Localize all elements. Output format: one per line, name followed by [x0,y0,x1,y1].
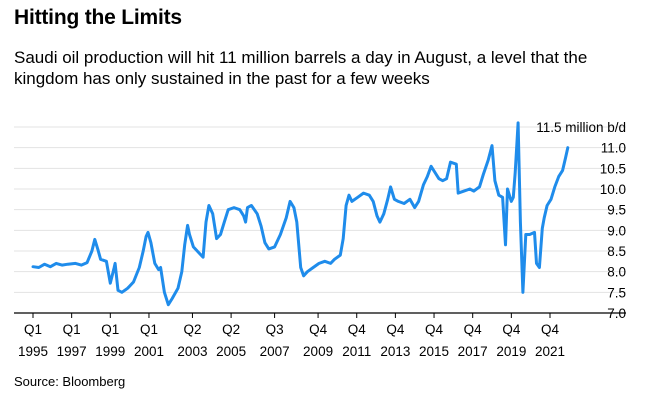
y-tick-label: 10.5 [600,161,626,176]
y-tick-label: 11.5 million b/d [536,120,626,135]
x-tick-quarter-label: Q1 [140,322,158,337]
gridlines [14,126,626,314]
x-tick-quarter-label: Q1 [24,322,42,337]
x-tick-quarter-label: Q4 [348,322,367,337]
production-line [31,121,570,307]
x-tick-quarter-label: Q4 [502,322,521,337]
x-tick-year-label: 2003 [177,344,207,359]
chart-subtitle: Saudi oil production will hit 11 million… [14,48,588,88]
x-tick-quarter-label: Q1 [63,322,81,337]
x-tick-year-label: 2001 [134,344,164,359]
x-tick-year-label: 2009 [303,344,333,359]
y-tick-label: 8.5 [607,244,626,259]
y-tick-label: 11.0 [601,141,626,156]
y-tick-label: 9.0 [607,223,626,238]
x-tick-year-label: 2013 [380,344,410,359]
x-tick-year-label: 1995 [18,344,48,359]
x-tick-year-label: 2005 [216,344,246,359]
source-note: Source: Bloomberg [14,374,126,389]
y-tick-label: 7.5 [607,285,626,300]
y-tick-label: 9.5 [607,203,626,218]
x-tick-quarter-label: Q4 [386,322,405,337]
x-tick-year-label: 2007 [260,344,290,359]
y-axis-labels: 11.5 million b/d 11.0 10.5 10.0 9.5 9.0 8.5 8.0… [536,120,626,321]
y-tick-label: 7.0 [607,306,626,321]
x-tick-quarter-label: Q4 [309,322,328,337]
x-tick-quarter-label: Q2 [222,322,240,337]
x-tick-year-label: 2017 [458,344,488,359]
chart-title: Hitting the Limits [14,6,182,29]
y-tick-label: 10.0 [600,182,626,197]
x-tick-year-label: 2011 [342,344,371,359]
x-tick-year-label: 2019 [496,344,526,359]
x-axis-labels: Q1 1995 Q1 1997 Q1 1999 Q1 2001 Q2 2003 Q2 2005 Q3 20… [18,313,565,359]
x-tick-year-label: 2015 [419,344,449,359]
x-tick-quarter-label: Q4 [464,322,483,337]
x-tick-year-label: 2021 [535,344,565,359]
x-tick-quarter-label: Q2 [183,322,201,337]
x-tick-year-label: 1999 [95,344,125,359]
x-tick-quarter-label: Q1 [101,322,119,337]
x-tick-year-label: 1997 [57,344,87,359]
x-tick-quarter-label: Q4 [425,322,444,337]
x-tick-quarter-label: Q4 [541,322,560,337]
y-tick-label: 8.0 [607,265,626,280]
x-tick-quarter-label: Q3 [266,322,284,337]
